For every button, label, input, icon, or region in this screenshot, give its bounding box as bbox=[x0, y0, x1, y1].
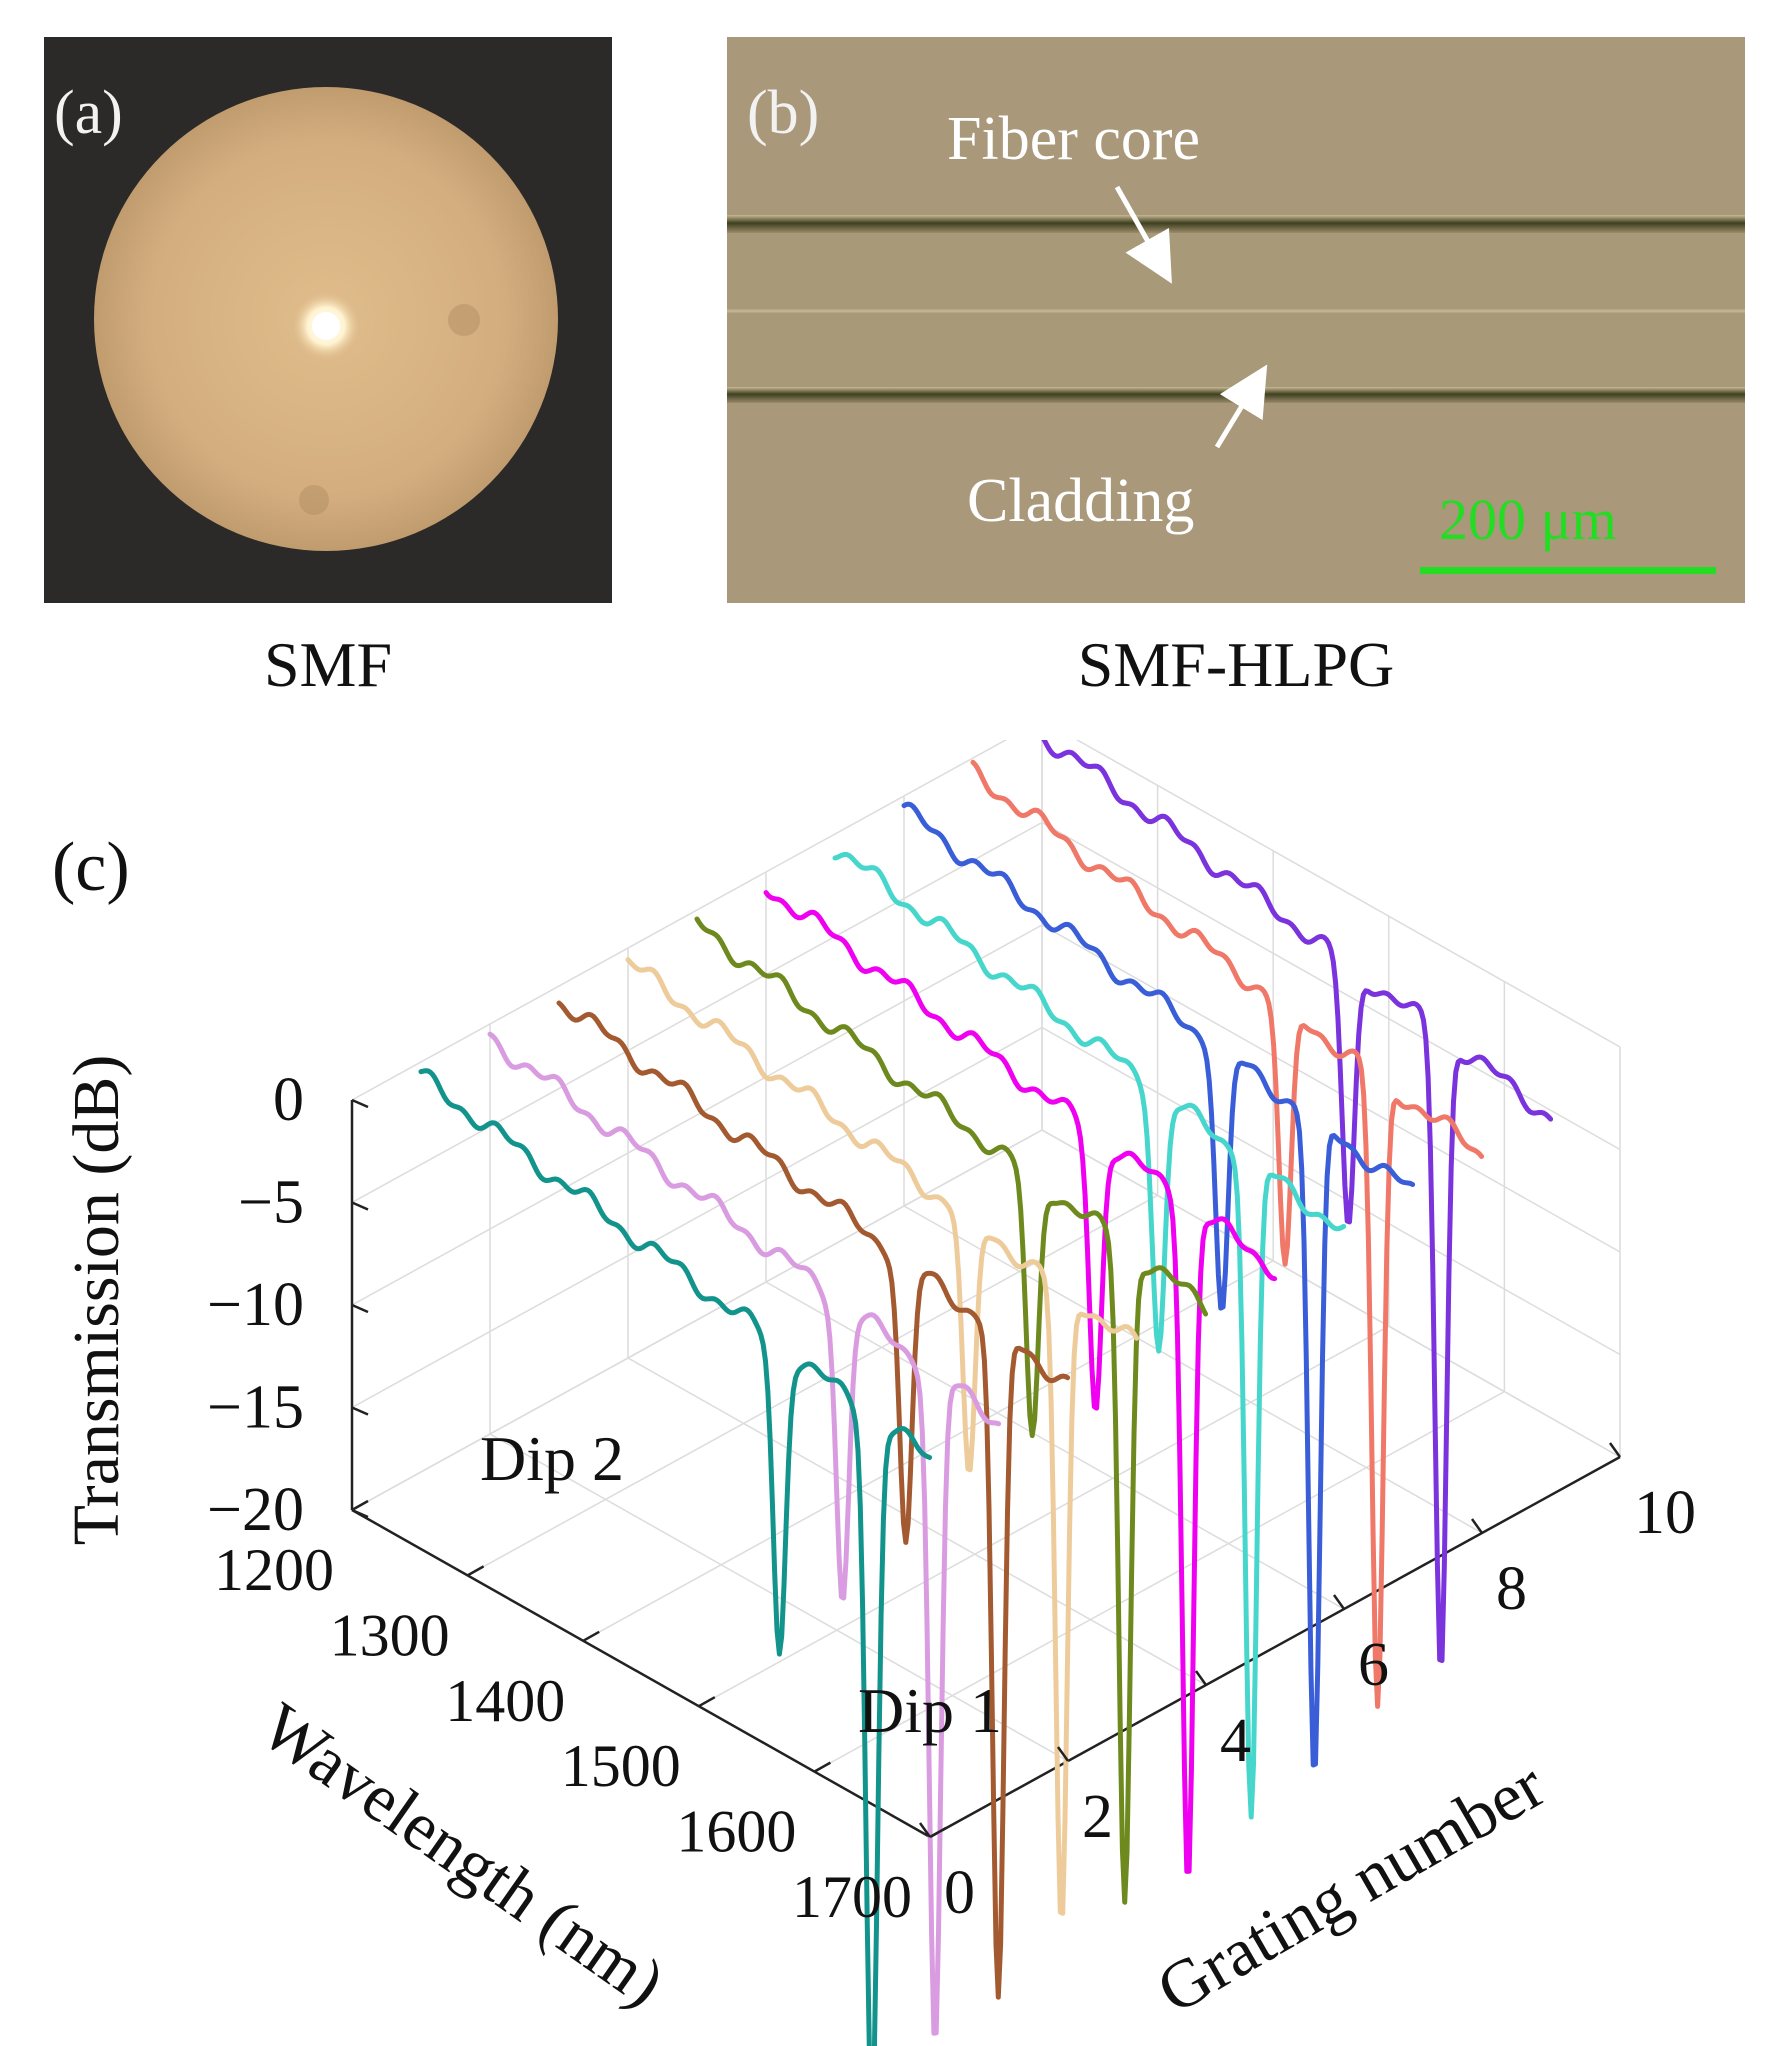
z-tick-mark bbox=[351, 1508, 369, 1519]
side-wall-grid-line bbox=[1075, 740, 1621, 1048]
spectrum-line-grating-2 bbox=[487, 1031, 1002, 2036]
fiber-body bbox=[727, 215, 1745, 395]
z-tick-label: 0 bbox=[273, 1066, 304, 1134]
floor-grid-line bbox=[627, 1357, 1207, 1686]
y-tick-label: 0 bbox=[944, 1859, 975, 1927]
z-axis-label: Transmission (dB) bbox=[60, 1055, 133, 1546]
z-tick-mark bbox=[351, 1098, 369, 1109]
x-tick-label: 1500 bbox=[561, 1733, 681, 1799]
panel-a-label: (a) bbox=[54, 79, 123, 147]
z-tick-label: −20 bbox=[207, 1476, 304, 1544]
back-wall-grid-line bbox=[351, 740, 1008, 1101]
cladding-annotation: Cladding bbox=[967, 467, 1194, 535]
scale-bar-label: 200 μm bbox=[1439, 487, 1617, 552]
z-tick-mark bbox=[351, 1201, 369, 1211]
x-tick-mark bbox=[466, 1565, 485, 1577]
fiber-core-annotation: Fiber core bbox=[947, 105, 1200, 173]
side-wall-grid-line bbox=[1041, 1026, 1621, 1356]
spectrum-line-grating-6 bbox=[763, 890, 1278, 1874]
x-tick-label: 1300 bbox=[330, 1602, 450, 1668]
side-wall-grid-line bbox=[1041, 924, 1621, 1253]
panel-a-caption: SMF bbox=[263, 629, 393, 700]
cladding-arrow bbox=[1214, 364, 1268, 449]
series-layer bbox=[418, 740, 1554, 2046]
scale-bar bbox=[1420, 567, 1716, 574]
y-tick-label: 2 bbox=[1082, 1783, 1113, 1851]
y-tick-mark bbox=[1056, 1746, 1070, 1762]
fiber-dark-spot bbox=[299, 485, 329, 515]
x-tick-label: 1400 bbox=[445, 1668, 565, 1734]
back-wall-grid-line bbox=[351, 1026, 1043, 1409]
spectrum-line-grating-5 bbox=[694, 916, 1209, 1905]
back-wall-grid-line bbox=[351, 821, 1043, 1204]
transmission-waterfall-chart: (c) 0 −5 −10 −15 −20120013001400150016001700… bbox=[52, 740, 1696, 2046]
spectrum-line-grating-3 bbox=[556, 1000, 1071, 2000]
x-tick-mark bbox=[582, 1630, 600, 1642]
panel-b-label: (b) bbox=[747, 79, 819, 147]
floor-grid-line bbox=[903, 1205, 1483, 1534]
y-tick-mark bbox=[1332, 1594, 1346, 1610]
back-wall-grid-line bbox=[351, 924, 1043, 1306]
z-tick-label: −10 bbox=[207, 1271, 304, 1339]
floor-grid-line bbox=[489, 1433, 1069, 1762]
spectrum-line-grating-9 bbox=[970, 759, 1485, 1709]
fiber-upper-edge bbox=[727, 215, 1745, 233]
x-axis-line bbox=[351, 1508, 931, 1839]
spectrum-line-grating-10 bbox=[1041, 740, 1554, 1663]
x-tick-label: 1600 bbox=[676, 1799, 796, 1865]
floor-grid-line bbox=[698, 1325, 1390, 1707]
back-wall-grid-line bbox=[351, 1129, 1043, 1511]
y-tick-label: 6 bbox=[1358, 1631, 1389, 1699]
spectrum-line-grating-7 bbox=[832, 852, 1347, 1820]
spectrum-line-grating-4 bbox=[625, 957, 1140, 1916]
dip1-annotation: Dip 1 bbox=[858, 1675, 1002, 1746]
x-tick-mark bbox=[929, 1826, 947, 1839]
fiber-dark-spot bbox=[448, 304, 480, 336]
smf-cross-section-image: (a) bbox=[54, 79, 558, 551]
y-tick-label: 10 bbox=[1634, 1479, 1696, 1547]
y-tick-label: 8 bbox=[1496, 1555, 1527, 1623]
fiber-core-arrow bbox=[1114, 185, 1172, 284]
dip2-annotation: Dip 2 bbox=[480, 1423, 624, 1494]
fiber-lower-edge bbox=[727, 387, 1745, 403]
z-tick-label: −5 bbox=[238, 1169, 304, 1237]
y-axis-line bbox=[929, 1455, 1621, 1839]
y-tick-mark bbox=[1470, 1518, 1484, 1534]
x-tick-mark bbox=[698, 1696, 716, 1708]
x-tick-label: 1200 bbox=[214, 1537, 334, 1603]
z-tick-mark bbox=[351, 1406, 369, 1416]
grid-layer bbox=[350, 740, 1621, 1839]
panel-b-caption: SMF-HLPG bbox=[1077, 629, 1395, 700]
x-tick-mark bbox=[813, 1761, 832, 1773]
smf-hlpg-side-view-photo: (b) Fiber core Cladding 200 μm bbox=[727, 37, 1745, 603]
y-tick-mark bbox=[1608, 1442, 1622, 1458]
spectrum-line-grating-8 bbox=[901, 801, 1416, 1768]
side-wall-grid-line bbox=[1041, 821, 1621, 1151]
x-tick-label: 1700 bbox=[792, 1864, 912, 1930]
smf-cross-section-photo: (a) bbox=[44, 37, 612, 603]
y-tick-mark bbox=[1194, 1670, 1208, 1686]
spectrum-line-grating-1 bbox=[418, 1068, 933, 2046]
z-tick-mark bbox=[351, 1303, 369, 1314]
y-tick-mark bbox=[918, 1822, 932, 1838]
y-axis-label: Grating number bbox=[1144, 1746, 1557, 2028]
x-tick-mark bbox=[351, 1499, 369, 1512]
side-wall-grid-line bbox=[1041, 1129, 1621, 1458]
panel-c-label: (c) bbox=[52, 829, 130, 906]
smf-hlpg-side-view-image: (b) Fiber core Cladding 200 μm bbox=[727, 79, 1745, 574]
fiber-core bbox=[312, 312, 340, 340]
z-tick-label: −15 bbox=[207, 1374, 304, 1442]
y-tick-label: 4 bbox=[1220, 1707, 1251, 1775]
